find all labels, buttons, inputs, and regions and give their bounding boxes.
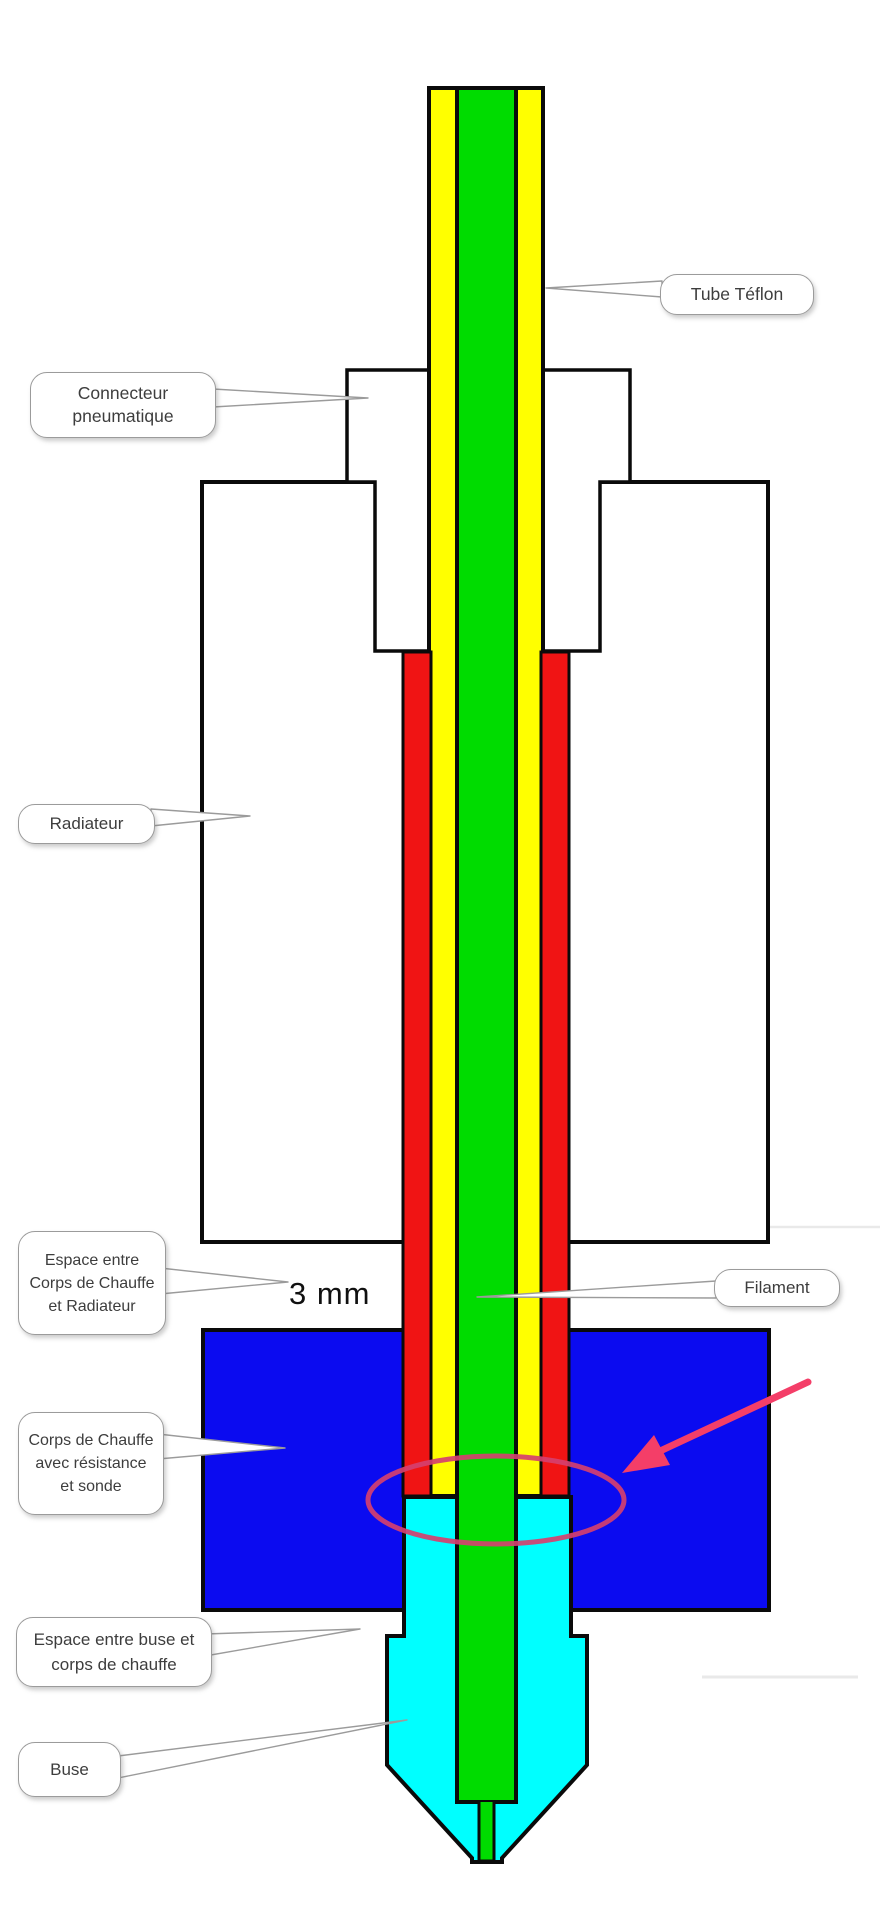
callout-espace-corps-radiateur: Espace entre Corps de Chauffe et Radiate…	[18, 1231, 166, 1335]
callout-corps-de-chauffe: Corps de Chauffe avec résistance et sond…	[18, 1412, 164, 1515]
callout-tail-espace-radiateur	[159, 1267, 289, 1295]
callout-radiateur-label: Radiateur	[49, 814, 124, 833]
callout-espace-corps-radiateur-label: Espace entre Corps de Chauffe et Radiate…	[29, 1251, 155, 1315]
callout-tube-teflon: Tube Téflon	[660, 274, 814, 315]
callout-tail-espace-buse	[204, 1628, 361, 1657]
callout-tube-teflon-label: Tube Téflon	[690, 284, 784, 304]
callout-tail-tube-teflon	[545, 280, 663, 298]
callout-tail-buse	[117, 1719, 408, 1779]
callout-tail-connecteur	[212, 388, 369, 408]
callout-connecteur-label: Connecteur pneumatique	[72, 383, 174, 426]
gap-measurement-text: 3 mm	[289, 1276, 371, 1311]
heat-break-right-shape	[539, 650, 571, 1498]
callout-espace-buse-label: Espace entre buse et corps de chauffe	[33, 1630, 195, 1674]
callout-corps-de-chauffe-label: Corps de Chauffe avec résistance et sond…	[28, 1432, 154, 1495]
callout-filament: Filament	[714, 1269, 840, 1307]
highlight-ellipse	[365, 1453, 627, 1547]
heat-break-left-shape	[401, 650, 433, 1498]
filament-channel-shape	[477, 1802, 496, 1863]
callout-connecteur-pneumatique: Connecteur pneumatique	[30, 372, 216, 438]
filament-shape	[455, 86, 518, 1804]
callout-radiateur: Radiateur	[18, 804, 155, 844]
highlight-arrow-head-icon	[622, 1435, 670, 1473]
highlight-arrow-shaft	[654, 1378, 812, 1456]
callout-buse: Buse	[18, 1742, 121, 1797]
callout-buse-label: Buse	[50, 1759, 89, 1779]
callout-espace-buse: Espace entre buse et corps de chauffe	[16, 1617, 212, 1687]
callout-filament-label: Filament	[744, 1278, 810, 1297]
